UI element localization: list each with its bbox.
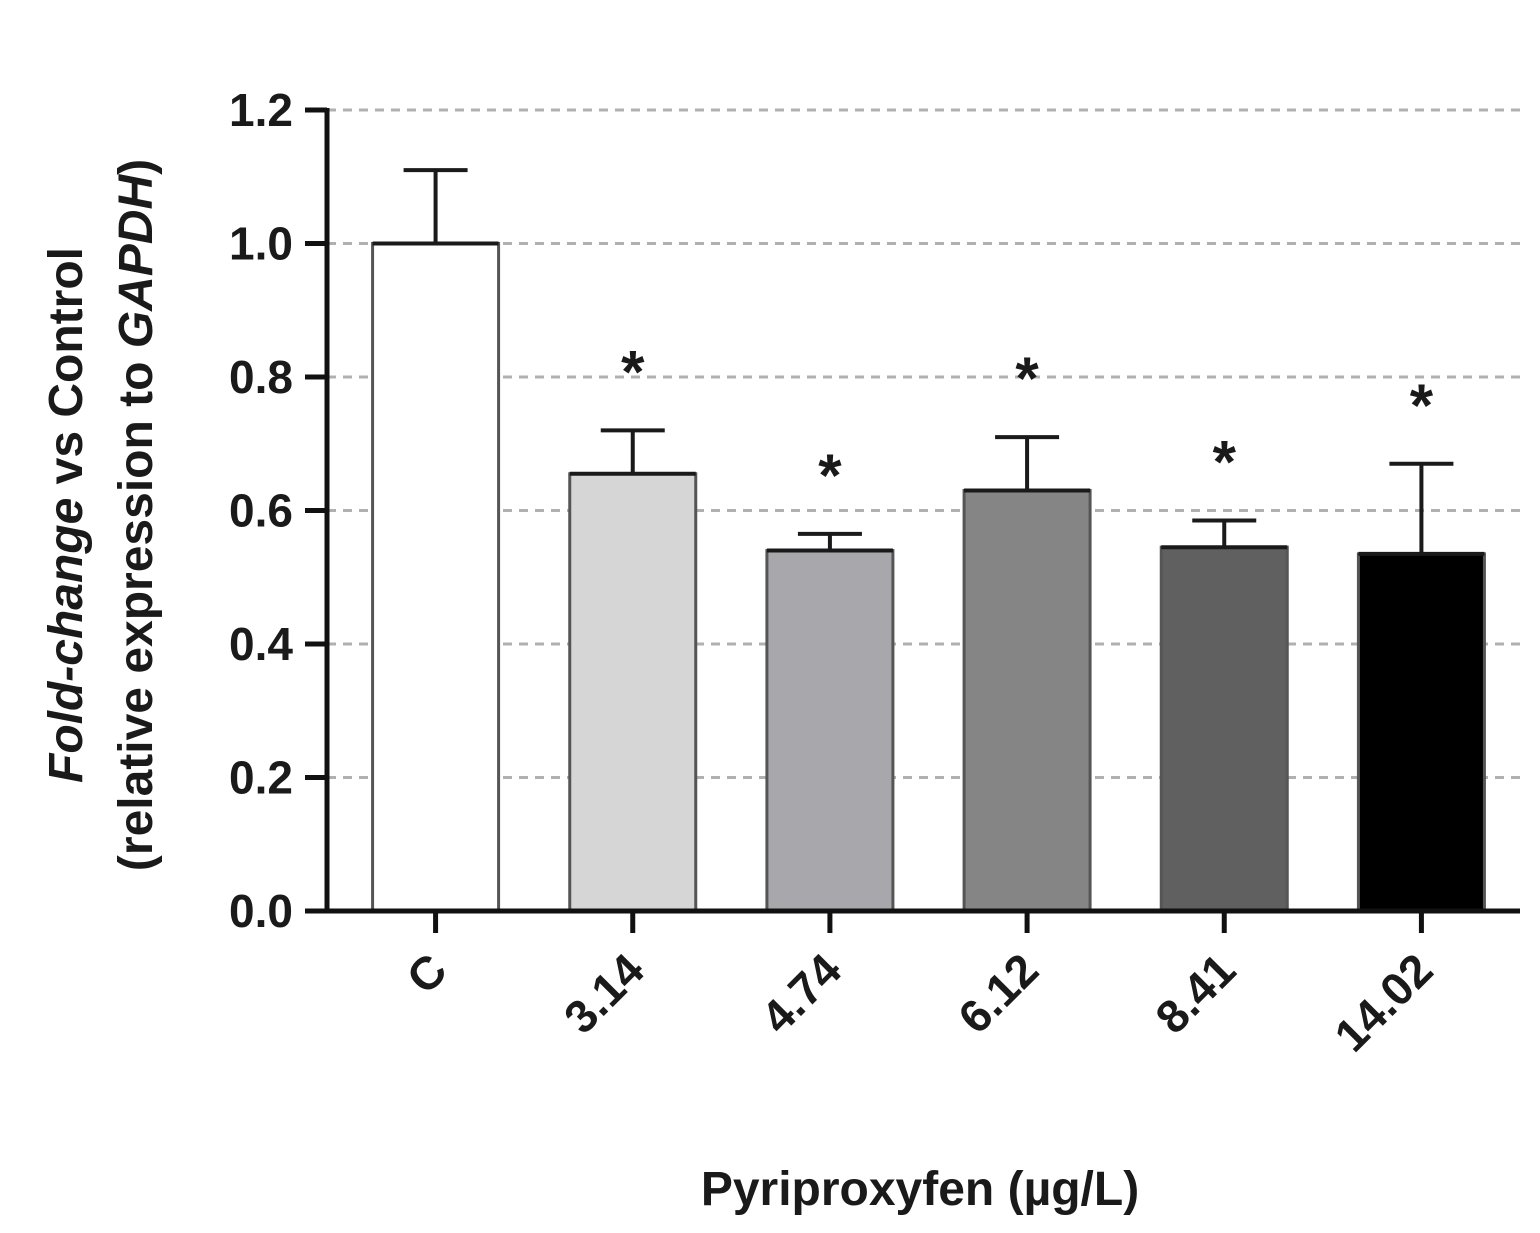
x-tick-label: 14.02 <box>1324 943 1442 1061</box>
x-tick-label: C <box>396 943 456 1003</box>
x-tick-label: 6.12 <box>948 943 1048 1043</box>
significance-star: * <box>818 442 842 509</box>
y-axis-title-gene: GAPDH <box>110 174 163 349</box>
y-tick-label: 1.0 <box>229 218 293 270</box>
x-tick-label: 8.41 <box>1145 943 1245 1043</box>
y-tick-label: 1.2 <box>229 84 293 136</box>
bar <box>765 549 895 913</box>
y-tick-label: 0.8 <box>229 351 293 403</box>
significance-star: * <box>1015 345 1039 412</box>
significance-star: * <box>1410 372 1434 439</box>
bar <box>568 472 698 913</box>
significance-star: * <box>1213 429 1237 496</box>
y-axis-title-italic: Fold-change <box>40 498 93 783</box>
bars <box>371 168 1486 913</box>
y-tick-label: 0.0 <box>229 885 293 937</box>
x-tick-label: 4.74 <box>751 943 851 1043</box>
bar <box>962 488 1092 913</box>
bar <box>1356 552 1486 913</box>
y-tick-label: 0.6 <box>229 485 293 537</box>
axes <box>305 107 1520 933</box>
bar <box>1159 545 1289 913</box>
y-axis-title-rest: vs Control <box>40 247 93 498</box>
x-axis-title: Pyriproxyfen (µg/L) <box>701 1163 1139 1216</box>
significance-star: * <box>621 338 645 405</box>
y-tick-label: 0.4 <box>229 618 293 670</box>
gridlines <box>327 108 1520 779</box>
y-tick-label: 0.2 <box>229 752 293 804</box>
x-tick-label: 3.14 <box>554 943 654 1043</box>
y-axis-title-line1: Fold-change vs Control <box>40 247 93 783</box>
y-axis-title-line2: (relative expression to GAPDH) <box>110 159 163 871</box>
bar <box>371 242 501 913</box>
y-axis-title-prefix: (relative expression to <box>110 348 163 871</box>
y-axis-title-suffix: ) <box>110 159 163 175</box>
